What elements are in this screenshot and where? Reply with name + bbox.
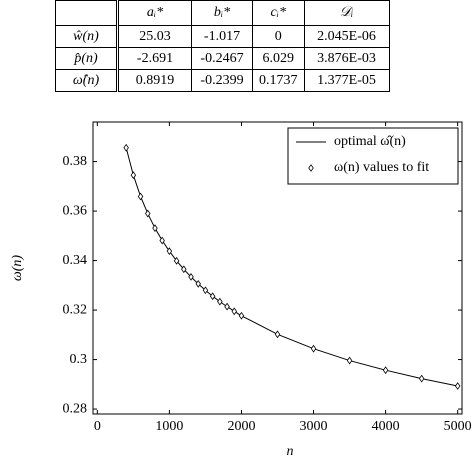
coefficient-table: aᵢ* bᵢ* cᵢ* 𝒟ᵢ ŵ(n) 25.03 -1.017 0 2.045E-06…: [55, 0, 390, 92]
data-marker: [188, 273, 194, 281]
table-cell: 3.876E-03: [303, 47, 390, 70]
data-marker: [159, 236, 165, 245]
x-tick-label: 3000: [300, 419, 328, 434]
header-cell: cᵢ*: [252, 0, 305, 26]
table-row: p̂(n) -2.691 -0.2467 6.029 3.876E-03: [55, 47, 390, 70]
y-tick-label: 0.34: [63, 253, 88, 268]
table-cell: 0.8919: [117, 69, 192, 92]
y-tick-label: 0.36: [63, 203, 88, 218]
y-tick-label: 0.3: [70, 352, 88, 367]
data-marker: [195, 279, 201, 288]
table-cell: 25.03: [117, 25, 192, 48]
row-label: ω̂(n): [55, 69, 119, 92]
data-marker: [231, 307, 237, 316]
row-label: ŵ(n): [55, 25, 119, 48]
y-tick-label: 0.32: [63, 302, 88, 317]
data-marker: [274, 330, 281, 339]
table-cell: 1.377E-05: [303, 69, 390, 92]
legend-label: ω(n) values to fit: [334, 160, 429, 175]
table-cell: -2.691: [117, 47, 192, 70]
table-cell: -0.2399: [191, 69, 253, 92]
data-marker: [137, 192, 144, 201]
row-label: p̂(n): [55, 47, 119, 70]
x-axis-label: n: [287, 444, 294, 459]
table-row: ω̂(n) 0.8919 -0.2399 0.1737 1.377E-05: [55, 69, 390, 92]
data-marker: [152, 224, 158, 233]
data-marker: [418, 374, 425, 383]
y-axis-label: ω(n): [10, 255, 25, 282]
plot-frame: [92, 121, 463, 415]
data-marker: [145, 209, 151, 218]
table-cell: 0.1737: [252, 69, 305, 92]
data-marker: [181, 265, 187, 274]
x-tick-label: 1000: [155, 419, 183, 434]
x-tick-label: 0: [94, 419, 101, 434]
data-marker: [346, 356, 353, 365]
x-tick-label: 4000: [372, 419, 400, 434]
data-marker: [310, 344, 317, 353]
table-cell: -1.017: [191, 25, 253, 48]
data-marker: [209, 292, 216, 301]
x-tick-label: 2000: [227, 419, 255, 434]
data-marker: [202, 286, 209, 295]
data-marker: [238, 311, 245, 320]
data-marker: [123, 143, 129, 152]
legend-marker: [308, 164, 314, 172]
table-cell: 2.045E-06: [303, 25, 390, 48]
data-marker: [166, 247, 173, 256]
y-tick-label: 0.38: [63, 154, 88, 169]
data-marker: [382, 366, 389, 375]
data-marker: [224, 302, 230, 311]
y-tick-label: 0.28: [63, 401, 88, 416]
table-row: ŵ(n) 25.03 -1.017 0 2.045E-06: [55, 25, 390, 48]
data-marker: [217, 297, 223, 306]
data-marker: [454, 382, 461, 390]
legend-label: optimal ω̂(n): [334, 134, 406, 149]
data-marker: [173, 256, 180, 265]
legend-box: [287, 127, 459, 185]
x-tick-label: 5000: [444, 419, 472, 434]
data-marker: [130, 171, 137, 180]
